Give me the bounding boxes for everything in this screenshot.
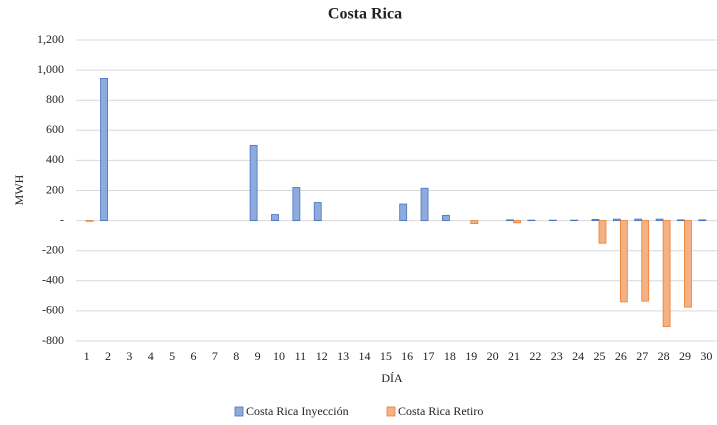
bar <box>634 218 643 222</box>
y-tick-label: -800 <box>42 333 64 347</box>
x-tick-label: 1 <box>84 349 90 363</box>
x-tick-label: 6 <box>191 349 197 363</box>
bar <box>684 220 692 308</box>
x-tick-label: 16 <box>401 349 413 363</box>
x-tick-label: 29 <box>679 349 691 363</box>
x-tick-label: 27 <box>636 349 648 363</box>
x-tick-label: 13 <box>337 349 349 363</box>
x-tick-label: 18 <box>444 349 456 363</box>
bar <box>470 220 479 225</box>
bar <box>662 220 671 328</box>
x-tick-label: 17 <box>423 349 435 363</box>
bar <box>271 214 279 222</box>
y-axis-title: MWH <box>12 174 26 205</box>
bar <box>85 220 94 222</box>
y-tick-label: 200 <box>46 182 64 196</box>
x-tick-label: 20 <box>487 349 499 363</box>
x-tick-label: 9 <box>255 349 261 363</box>
x-tick-label: 24 <box>572 349 584 363</box>
y-tick-label: -400 <box>42 273 64 287</box>
x-tick-label: 12 <box>316 349 328 363</box>
y-tick-label: 400 <box>46 152 64 166</box>
y-tick-label: 1,200 <box>37 32 64 46</box>
x-tick-label: 11 <box>295 349 307 363</box>
y-tick-label: - <box>60 212 64 226</box>
bar <box>100 77 108 222</box>
bar <box>698 219 707 222</box>
legend-swatch <box>386 406 396 417</box>
x-tick-label: 7 <box>212 349 218 363</box>
x-tick-label: 26 <box>615 349 627 363</box>
x-tick-label: 3 <box>126 349 132 363</box>
x-tick-label: 5 <box>169 349 175 363</box>
bar <box>641 220 650 302</box>
x-tick-label: 10 <box>273 349 285 363</box>
y-tick-label: -600 <box>42 303 64 317</box>
y-tick-label: 800 <box>46 92 64 106</box>
y-tick-label: -200 <box>42 242 64 256</box>
bar <box>598 220 607 244</box>
bar <box>442 214 450 222</box>
x-tick-label: 15 <box>380 349 392 363</box>
bar <box>249 144 258 222</box>
bar <box>655 218 664 222</box>
bar <box>313 202 322 221</box>
x-tick-label: 25 <box>593 349 605 363</box>
bar <box>591 218 600 221</box>
chart-title: Costa Rica <box>328 6 402 23</box>
bar <box>420 187 429 221</box>
bar <box>292 187 301 222</box>
x-tick-label: 21 <box>508 349 520 363</box>
bar <box>506 219 514 222</box>
x-tick-label: 19 <box>465 349 477 363</box>
legend-label: Costa Rica Inyección <box>246 404 349 418</box>
bar <box>399 203 408 221</box>
x-tick-label: 22 <box>529 349 541 363</box>
y-tick-label: 600 <box>46 122 64 136</box>
bar <box>677 219 685 222</box>
bar <box>513 220 521 224</box>
legend-label: Costa Rica Retiro <box>398 404 483 418</box>
x-tick-label: 4 <box>148 349 154 363</box>
y-tick-label: 1,000 <box>37 62 64 76</box>
legend-swatch <box>234 406 244 417</box>
x-tick-label: 2 <box>105 349 111 363</box>
x-tick-label: 8 <box>233 349 239 363</box>
x-tick-label: 23 <box>551 349 563 363</box>
bar <box>612 218 621 222</box>
bar <box>619 220 628 303</box>
x-tick-label: 14 <box>358 349 370 363</box>
x-axis-title: DÍA <box>381 371 403 385</box>
x-tick-label: 30 <box>700 349 712 363</box>
x-tick-label: 28 <box>658 349 670 363</box>
